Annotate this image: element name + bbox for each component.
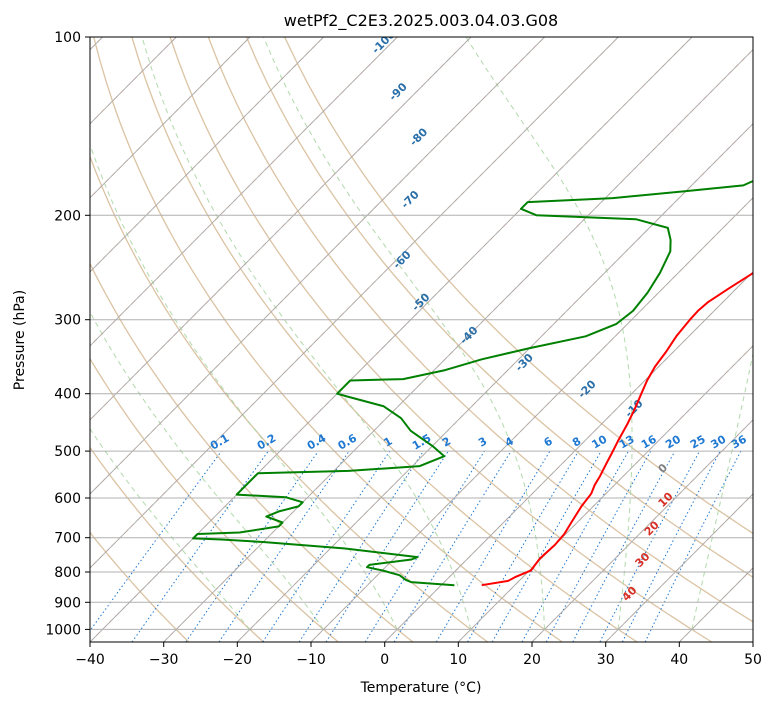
x-tick-label: −20 <box>223 652 253 668</box>
x-tick-label: 20 <box>523 652 541 668</box>
pressure-grid <box>90 37 753 630</box>
mixing-ratio-line <box>218 450 350 642</box>
mixing-ratio-line <box>262 450 391 642</box>
plot-area <box>90 37 753 642</box>
mixing-ratio-line <box>185 450 319 642</box>
y-tick-label: 700 <box>54 531 81 547</box>
skewed-isotherm <box>531 419 753 642</box>
moist-adiabat <box>691 351 753 630</box>
moist-adiabat <box>90 427 251 630</box>
skewed-isotherm <box>384 271 753 642</box>
y-tick-label: 200 <box>54 208 81 224</box>
x-tick-label: 10 <box>449 652 467 668</box>
x-tick-label: 30 <box>597 652 615 668</box>
y-tick-label: 400 <box>54 387 81 403</box>
temperature-profile-line <box>481 271 753 587</box>
moist-adiabat <box>465 37 633 630</box>
dry-adiabat <box>90 531 190 642</box>
mixing-ratio-line <box>393 450 512 642</box>
moist-adiabat <box>263 37 545 630</box>
x-tick-label: −10 <box>296 652 326 668</box>
y-tick-label: 600 <box>54 491 81 507</box>
y-axis: 100 200 300 400 500 600 700 800 900 1000 <box>45 30 90 638</box>
dry-adiabat <box>207 37 753 623</box>
skewed-isotherm <box>90 37 545 495</box>
chart-title: wetPf2_C2E3.2025.003.04.03.G08 <box>284 11 558 31</box>
dry-adiabat <box>90 357 339 642</box>
x-axis: −40 −30 −20 −10 0 10 20 30 40 50 <box>75 642 762 668</box>
skewed-isotherm <box>236 123 753 642</box>
y-tick-label: 800 <box>54 565 81 581</box>
dry-adiabat <box>90 446 264 642</box>
moist-adiabat <box>90 143 398 630</box>
y-tick-label: 1000 <box>45 622 81 638</box>
skewed-isotherm <box>90 37 472 421</box>
profiles <box>192 179 753 587</box>
x-tick-label: −40 <box>75 652 105 668</box>
dry-adiabat <box>131 37 638 642</box>
mixing-ratio-line <box>572 450 676 642</box>
skewed-isotherm <box>90 37 693 642</box>
x-tick-label: 0 <box>380 652 389 668</box>
dewpoint-profile-line <box>192 179 753 587</box>
skewed-isotherm <box>90 37 619 569</box>
mixing-ratio-line <box>545 450 652 642</box>
skewed-isotherm <box>90 37 251 199</box>
x-tick-label: 50 <box>744 652 762 668</box>
skewed-isotherm <box>90 37 324 273</box>
plot-frame <box>89 36 754 643</box>
x-tick-label: 40 <box>670 652 688 668</box>
y-tick-label: 900 <box>54 595 81 611</box>
mixing-ratio-line <box>621 450 721 642</box>
mixing-ratio-line <box>644 450 742 642</box>
mixing-ratio-line <box>521 450 629 642</box>
dry-adiabat <box>93 37 563 642</box>
skewed-isotherm <box>310 197 753 642</box>
mixing-ratio-line <box>298 450 424 642</box>
y-tick-label: 100 <box>54 30 81 46</box>
skewed-isotherm <box>90 37 398 347</box>
y-axis-label: Pressure (hPa) <box>12 290 28 390</box>
skewed-isotherm <box>605 493 753 642</box>
isotherm-dashed <box>752 641 753 642</box>
y-tick-label: 300 <box>54 313 81 329</box>
y-tick-label: 500 <box>54 444 81 460</box>
dry-adiabat <box>245 37 753 579</box>
skewed-isotherm <box>752 641 753 642</box>
x-tick-label: −30 <box>149 652 179 668</box>
x-axis-label: Temperature (°C) <box>360 680 482 696</box>
dry-adiabat <box>90 154 488 642</box>
mixing-ratio-line <box>90 450 222 632</box>
